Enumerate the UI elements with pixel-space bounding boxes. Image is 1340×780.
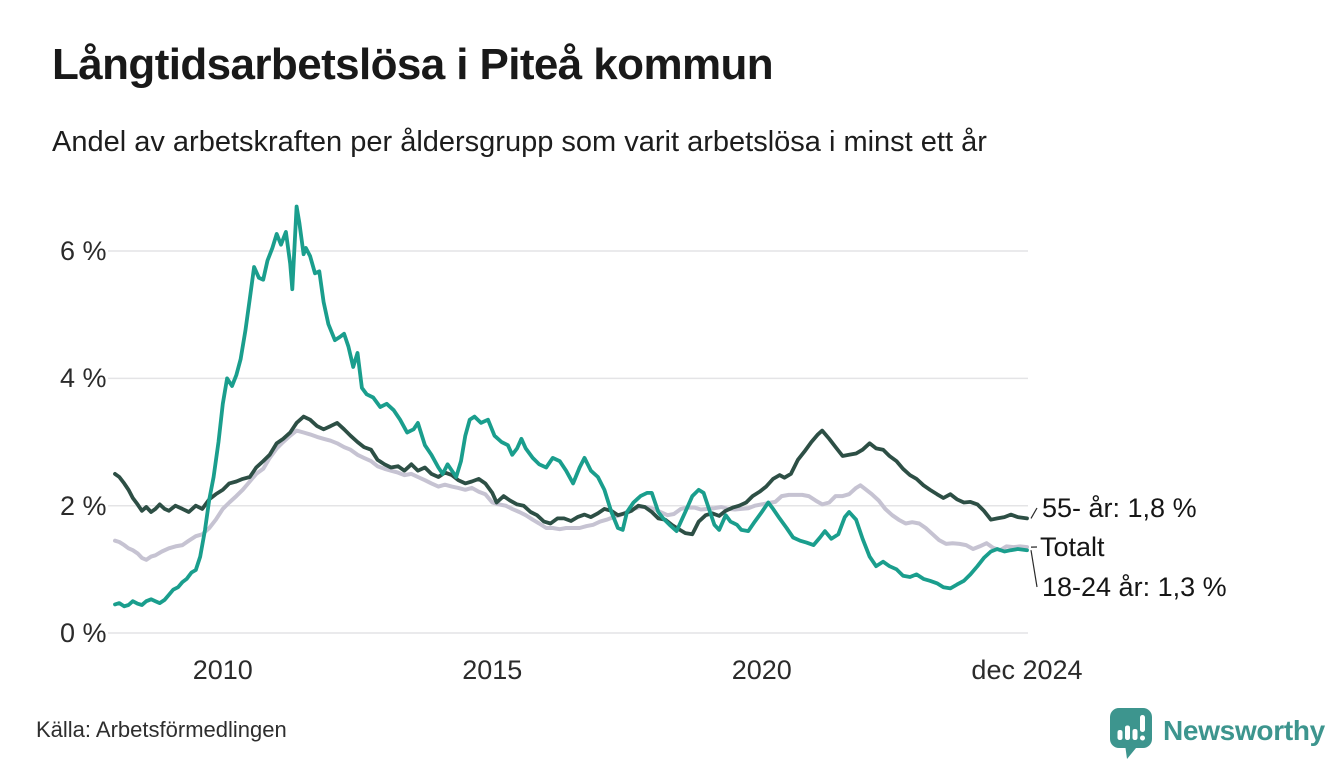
x-tick-label: 2010 xyxy=(192,655,253,685)
end-label-18-24: 18-24 år: 1,3 % xyxy=(1042,572,1227,602)
chart-title: Långtidsarbetslösa i Piteå kommun xyxy=(52,40,774,89)
x-tick-label: 2020 xyxy=(731,655,792,685)
chart-subtitle: Andel av arbetskraften per åldersgrupp s… xyxy=(52,126,987,158)
end-label-55: 55- år: 1,8 % xyxy=(1042,493,1197,523)
y-tick-label: 2 % xyxy=(60,490,107,521)
x-tick-label: dec 2024 xyxy=(971,655,1083,685)
end-label-totalt: Totalt xyxy=(1040,532,1105,562)
y-tick-label: 4 % xyxy=(60,363,107,394)
newsworthy-logo-icon xyxy=(1108,706,1154,765)
y-tick-label: 6 % xyxy=(60,236,107,267)
y-tick-label: 0 % xyxy=(60,618,107,648)
source-note: Källa: Arbetsförmedlingen xyxy=(36,717,287,742)
newsworthy-brand: Newsworthy xyxy=(1108,706,1325,765)
newsworthy-wordmark: Newsworthy xyxy=(1163,714,1325,746)
x-tick-label: 2015 xyxy=(462,655,523,685)
